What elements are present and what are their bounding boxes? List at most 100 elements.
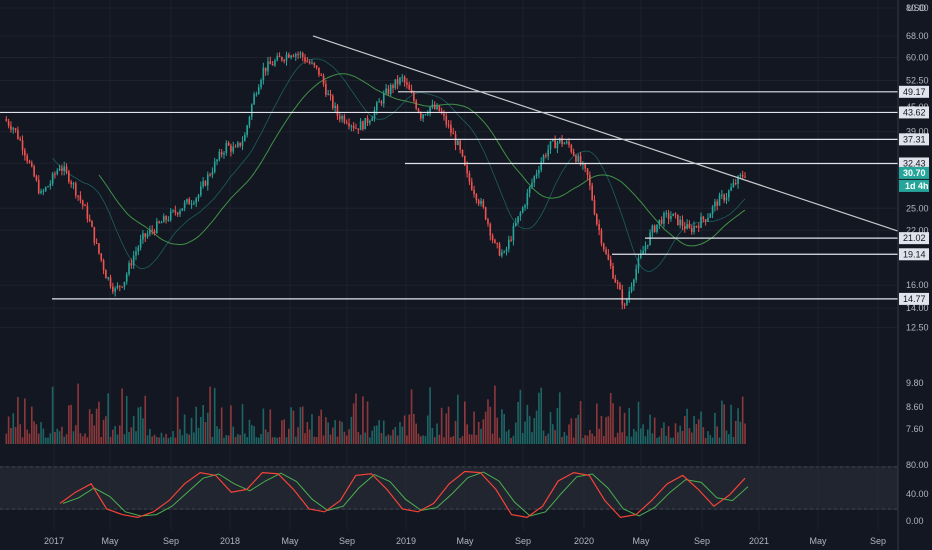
candle-body (637, 258, 640, 269)
volume-bar (714, 412, 716, 444)
volume-bar (426, 415, 429, 444)
candle-body (169, 211, 172, 220)
volume-bar (93, 425, 96, 444)
volume-bar (343, 431, 346, 444)
candle-body (512, 225, 515, 241)
volume-bar (551, 424, 554, 444)
candle-body (683, 226, 686, 229)
candle-body (308, 61, 311, 64)
volume-bar (278, 436, 281, 444)
candle-body (68, 171, 70, 182)
volume-bar (58, 431, 61, 444)
volume-bar (623, 412, 626, 444)
volume-bar (218, 428, 221, 444)
volume-bar (329, 434, 332, 444)
volume-bar (514, 422, 517, 444)
candle-body (26, 155, 28, 162)
volume-bar (276, 437, 279, 444)
candle-body (125, 274, 128, 282)
candle-body (371, 118, 373, 121)
candle-body (554, 139, 556, 149)
x-tick-label: May (101, 536, 119, 546)
support-resistance-lines (0, 35, 899, 300)
volume-bar (44, 437, 47, 444)
candle-body (589, 175, 591, 186)
candle-body (239, 142, 242, 146)
volume-bar (311, 413, 313, 444)
candle-body (237, 142, 239, 147)
volume-bar (716, 426, 719, 444)
candle-body (602, 243, 605, 250)
candle-body (674, 213, 677, 215)
level-badge-text: 21.02 (903, 233, 926, 243)
volume-bar (554, 430, 556, 444)
candle-body (357, 128, 360, 131)
candle-body (378, 101, 380, 103)
volume-bar (24, 398, 26, 444)
volume-bar (234, 436, 237, 444)
volume-bar (197, 427, 200, 444)
candle-body (112, 286, 114, 292)
volume-bar (165, 433, 167, 444)
volume-bar (139, 406, 142, 444)
candle-body (600, 230, 603, 244)
candle-body (452, 132, 455, 135)
candle-body (30, 162, 33, 167)
candle-body (359, 121, 362, 131)
candle-body (658, 219, 661, 225)
volume-bar (475, 434, 478, 444)
candle-body (288, 54, 290, 58)
y-tick-label: 60.00 (906, 53, 929, 63)
candle-body (535, 173, 538, 177)
stoch-band (0, 466, 898, 510)
candle-body (17, 130, 19, 139)
volume-bar (642, 424, 644, 444)
candle-body (473, 189, 475, 195)
volume-bar (410, 389, 413, 444)
volume-bar (332, 427, 334, 444)
candle-body (311, 62, 313, 64)
volume-bar (723, 404, 725, 444)
x-tick-label: May (281, 536, 299, 546)
volume-bar (433, 437, 436, 444)
candle-body (660, 219, 663, 224)
candle-body (445, 115, 448, 125)
volume-bar (505, 431, 508, 444)
candle-body (556, 142, 559, 149)
candle-body (653, 225, 656, 232)
candle-body (376, 102, 378, 111)
volume-bar (709, 434, 712, 444)
candles (5, 51, 746, 310)
candle-body (679, 219, 681, 225)
volume-bar (49, 433, 52, 444)
volume-bar (468, 434, 471, 444)
candle-body (417, 108, 420, 113)
volume-bar (725, 430, 728, 444)
candle-body (718, 194, 721, 206)
candle-body (290, 55, 292, 58)
volume-bar (269, 409, 272, 444)
volume-bar (517, 401, 519, 444)
volume-bar (480, 428, 482, 444)
volume-bar (582, 437, 584, 444)
x-tick-label: Sep (515, 536, 531, 546)
volume-bar (262, 408, 265, 444)
candle-body (681, 219, 684, 227)
candle-body (741, 175, 744, 177)
candle-body (318, 67, 320, 75)
volume-bar (169, 437, 172, 444)
volume-bar (378, 420, 380, 444)
candle-body (695, 225, 698, 227)
volume-bar (570, 418, 573, 444)
candle-body (568, 141, 570, 146)
volume-bar (711, 437, 714, 444)
volume-bar (686, 408, 688, 444)
candle-body (630, 286, 633, 292)
volume-bar (162, 437, 165, 444)
volume-bar (160, 432, 163, 444)
volume-bar (209, 386, 211, 444)
volume-bar (730, 404, 732, 444)
volume-bar (524, 421, 526, 444)
y-axis-ticks: 80.0068.0060.0052.5045.0039.0032.5025.00… (906, 3, 929, 526)
candle-body (396, 79, 399, 85)
